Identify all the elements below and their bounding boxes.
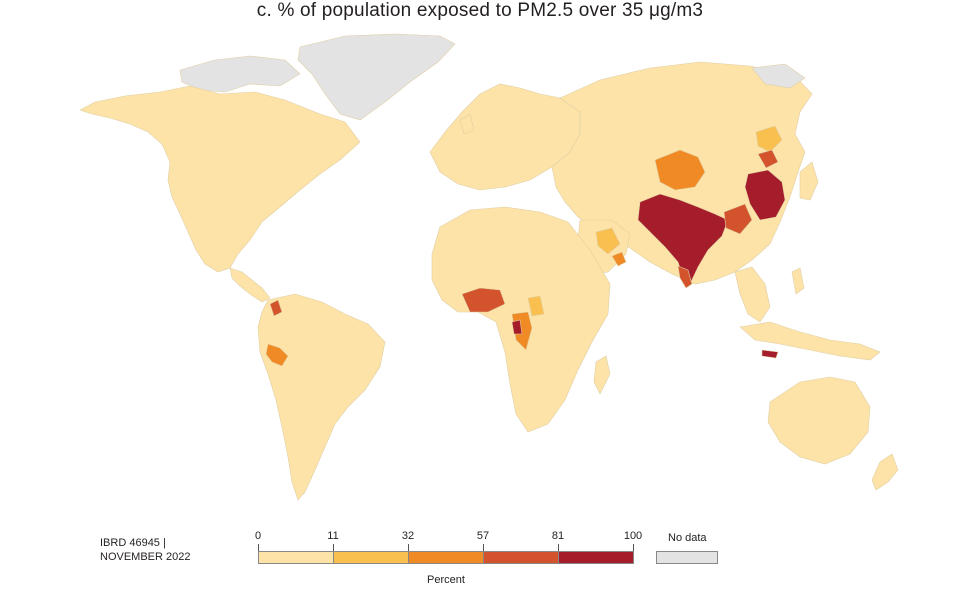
nigeria-region [461, 287, 506, 313]
uk-region [459, 113, 475, 135]
map-title: c. % of population exposed to PM2.5 over… [256, 0, 704, 21]
colombia-region [269, 299, 283, 317]
legend-axis-label: Percent [427, 574, 465, 586]
legend-swatch-no-data [656, 551, 718, 564]
north-china-region [744, 169, 786, 221]
legend: 0 11 32 57 81 100 Percent No data [0, 528, 960, 588]
western-china-region [654, 149, 706, 191]
map-credit-id: IBRD 46945 | [100, 537, 166, 549]
australia-region [767, 376, 871, 465]
legend-no-data-label: No data [668, 532, 707, 544]
legend-tick [483, 544, 484, 551]
map-credit-date: NOVEMBER 2022 [100, 551, 191, 563]
legend-break-0: 0 [254, 530, 262, 542]
map-credit: IBRD 46945 | NOVEMBER 2022 [100, 536, 190, 564]
south-america-region [257, 293, 386, 501]
java-region [761, 349, 779, 359]
northeast-china-region [755, 125, 783, 153]
indonesia-region [739, 321, 881, 361]
world-map [79, 33, 899, 501]
legend-break-11: 11 [327, 530, 339, 542]
legend-tick [633, 544, 634, 551]
legend-swatch-0-11 [258, 551, 334, 564]
oman-region [611, 251, 627, 267]
arctic-islands-region [179, 55, 301, 93]
legend-break-57: 57 [476, 530, 490, 542]
southeast-asia-region [734, 266, 771, 323]
legend-tick [558, 544, 559, 551]
chukotka-region [751, 63, 806, 89]
south-india-region [677, 265, 693, 289]
arabia-highlight-region [595, 227, 621, 255]
madagascar-region [593, 355, 611, 395]
legend-swatch-57-81 [483, 551, 559, 564]
chad-region [527, 295, 545, 317]
legend-break-81: 81 [551, 530, 565, 542]
legend-swatch-81-100 [558, 551, 634, 564]
legend-break-32: 32 [401, 530, 415, 542]
legend-break-100: 100 [623, 530, 643, 542]
japan-region [799, 161, 819, 201]
legend-tick [333, 544, 334, 551]
central-america-region [229, 267, 271, 303]
congo-region [511, 319, 523, 335]
india-pakistan-region [637, 193, 729, 285]
greenland-region [297, 33, 456, 121]
legend-swatch-11-32 [333, 551, 409, 564]
north-america-region [79, 85, 361, 273]
legend-tick [408, 544, 409, 551]
china-central-region [723, 203, 753, 235]
philippines-region [791, 267, 805, 295]
new-zealand-region [871, 453, 899, 491]
peru-region [265, 343, 289, 367]
legend-swatch-32-57 [408, 551, 484, 564]
legend-tick [258, 544, 259, 551]
beijing-region [757, 149, 779, 169]
